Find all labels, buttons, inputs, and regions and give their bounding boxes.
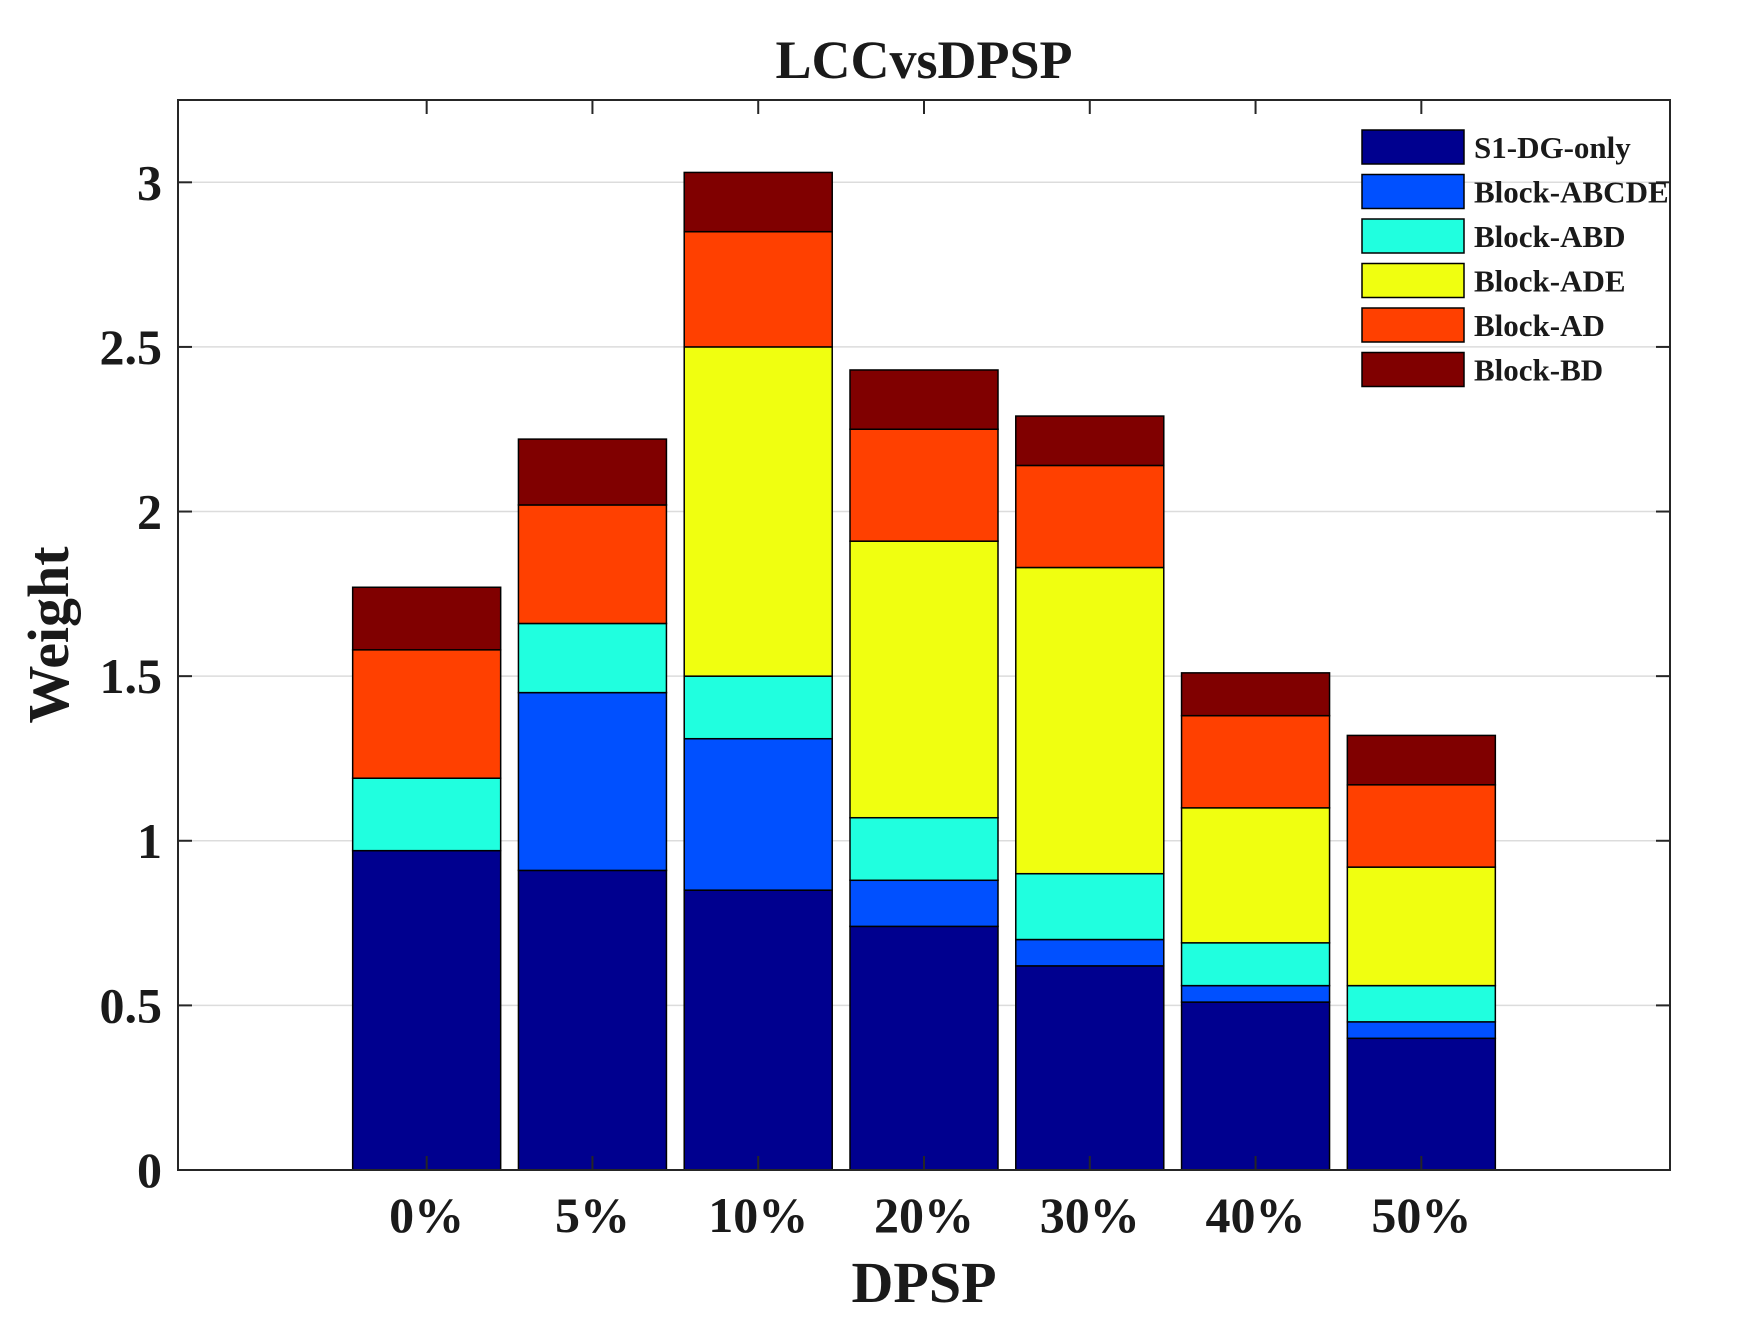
bar-segment-block-abcde <box>1346 1021 1497 1040</box>
bar-segment-block-abd <box>1346 984 1497 1023</box>
bar-segment-block-abcde <box>517 691 668 872</box>
bar-segment-s1-dg-only <box>683 889 833 1171</box>
x-tick-label: 20% <box>874 1187 974 1243</box>
legend: S1-DG-only Block-ABCDE Block-ABD Block-ADE B… <box>1361 129 1669 388</box>
bar-segment-block-ad <box>351 649 502 779</box>
bar-segment-block-ad <box>849 428 999 542</box>
bar-segment-block-bd <box>517 438 668 506</box>
x-tick-label: 5% <box>555 1187 630 1243</box>
bar-segment-block-ad <box>683 230 833 348</box>
bar-segment-s1-dg-only <box>1180 1001 1331 1171</box>
x-tick-label: 40% <box>1206 1187 1306 1243</box>
axis-ticks: 00.511.522.530% 5% 10% 20% 30% 40% 50% <box>100 100 1670 1243</box>
legend-label-block-abd: Block-ABD <box>1474 219 1626 254</box>
bar-segment-block-abd <box>351 777 502 852</box>
bar-segment-s1-dg-only <box>351 849 502 1171</box>
legend-label-block-ade: Block-ADE <box>1474 264 1626 299</box>
y-tick-label: 3 <box>137 154 162 210</box>
bar-segment-block-abd <box>1180 942 1331 987</box>
y-tick-label: 1.5 <box>100 648 163 704</box>
bar-segment-block-bd <box>1015 415 1165 467</box>
bar-segment-s1-dg-only <box>517 869 668 1171</box>
bar-segment-block-bd <box>1180 672 1331 717</box>
bar-segment-s1-dg-only <box>849 925 999 1171</box>
bar-segment-block-abd <box>849 816 999 882</box>
legend-swatch-s1-dg-only <box>1361 129 1465 165</box>
x-tick-label: 10% <box>708 1187 808 1243</box>
bar-segment-block-abcde <box>1015 938 1165 967</box>
bar-segment-block-abd <box>1015 872 1165 941</box>
bar-segment-block-ade <box>683 346 833 677</box>
legend-swatch-block-ade <box>1361 262 1465 299</box>
bar-segment-block-abcde <box>849 879 999 928</box>
x-tick-label: 50% <box>1371 1187 1471 1243</box>
y-tick-label: 2 <box>137 484 162 540</box>
legend-label-block-abcde: Block-ABCDE <box>1474 175 1669 210</box>
bar-segment-block-ade <box>1346 866 1497 987</box>
x-axis-label: DPSP <box>852 1250 997 1315</box>
x-tick-label: 0% <box>389 1187 464 1243</box>
legend-swatch-block-bd <box>1361 351 1465 388</box>
bar-segment-block-bd <box>351 586 502 651</box>
bar-segment-block-abd <box>517 622 668 694</box>
bar-segment-s1-dg-only <box>1346 1037 1497 1171</box>
y-tick-label: 0.5 <box>100 977 163 1033</box>
bar-segment-block-abcde <box>683 737 833 891</box>
y-tick-label: 1 <box>137 813 162 869</box>
legend-swatch-block-abd <box>1361 218 1465 254</box>
bar-segment-block-abd <box>683 675 833 740</box>
bar-segment-block-ade <box>849 540 999 819</box>
y-tick-label: 2.5 <box>100 319 163 375</box>
bar-segment-block-ad <box>517 504 668 625</box>
bar-segment-block-ad <box>1346 784 1497 868</box>
legend-label-block-bd: Block-BD <box>1474 353 1603 388</box>
y-tick-label: 0 <box>137 1142 162 1198</box>
bar-segment-block-bd <box>683 171 833 233</box>
bar-segment-s1-dg-only <box>1015 965 1165 1171</box>
bar-segment-block-ade <box>1015 566 1165 875</box>
x-tick-label: 30% <box>1040 1187 1140 1243</box>
chart-title: LCCvsDPSP <box>775 30 1072 90</box>
bars <box>351 171 1497 1171</box>
y-axis-label: Weight <box>16 546 81 724</box>
legend-swatch-block-ad <box>1361 307 1465 343</box>
bar-segment-block-bd <box>1346 734 1497 786</box>
bar-segment-block-abcde <box>1180 984 1331 1003</box>
legend-label-s1-dg-only: S1-DG-only <box>1474 130 1631 165</box>
bar-segment-block-ade <box>1180 807 1331 944</box>
legend-swatch-block-abcde <box>1361 173 1465 210</box>
bar-segment-block-bd <box>849 369 999 430</box>
bar-segment-block-ad <box>1015 464 1165 569</box>
bar-segment-block-ad <box>1180 714 1331 809</box>
legend-label-block-ad: Block-AD <box>1474 308 1605 343</box>
